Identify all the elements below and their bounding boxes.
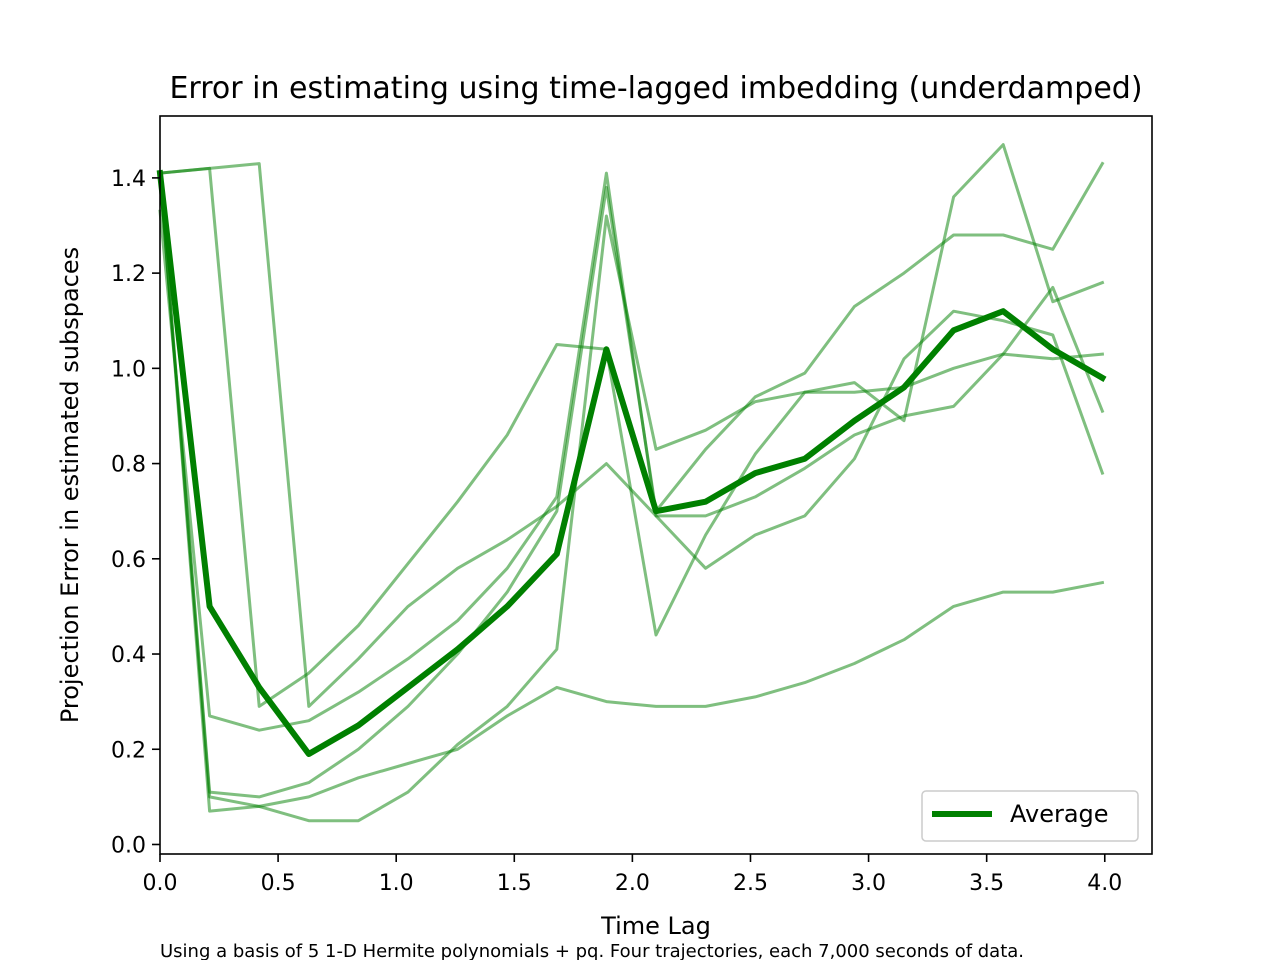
y-tick-label: 0.8 (111, 453, 146, 478)
x-tick-label: 2.0 (615, 871, 650, 896)
series-line-4 (158, 171, 1105, 813)
x-tick-label: 1.5 (497, 871, 532, 896)
plot-frame (159, 115, 1153, 855)
series-line-2 (158, 143, 1105, 708)
series-line-5 (158, 162, 1105, 708)
y-tick-label: 0.6 (111, 548, 146, 573)
x-tick-label: 0.0 (143, 871, 178, 896)
y-tick-label: 0.0 (111, 833, 146, 858)
series-average-line (156, 169, 1107, 757)
series-line-1 (158, 161, 1105, 799)
x-tick-label: 1.0 (379, 871, 414, 896)
series-line-3 (158, 171, 1105, 732)
chart-caption: Using a basis of 5 1-D Hermite polynomia… (160, 941, 1024, 960)
x-tick-label: 0.5 (261, 871, 296, 896)
legend: Average (921, 790, 1139, 842)
x-axis-label: Time Lag (600, 912, 711, 940)
y-tick-label: 0.4 (111, 643, 146, 668)
y-axis: 0.0 0.2 0.4 0.6 0.8 1.0 1.2 1.4 (111, 167, 160, 858)
legend-average-label: Average (1010, 800, 1109, 828)
x-tick-label: 4.0 (1087, 871, 1122, 896)
chart-title: Error in estimating using time-lagged im… (169, 71, 1142, 106)
legend-box (921, 790, 1139, 842)
y-tick-label: 1.4 (111, 167, 146, 192)
x-axis: 0.0 0.5 1.0 1.5 2.0 2.5 3.0 3.5 4.0 (143, 854, 1122, 896)
y-tick-label: 1.2 (111, 262, 146, 287)
series-line-6 (158, 171, 1105, 823)
y-axis-label: Projection Error in estimated subspaces (56, 247, 84, 723)
plot-lines (156, 143, 1107, 823)
y-tick-label: 0.2 (111, 738, 146, 763)
x-tick-label: 3.0 (851, 871, 886, 896)
y-tick-label: 1.0 (111, 357, 146, 382)
x-tick-label: 3.5 (969, 871, 1004, 896)
x-tick-label: 2.5 (733, 871, 768, 896)
